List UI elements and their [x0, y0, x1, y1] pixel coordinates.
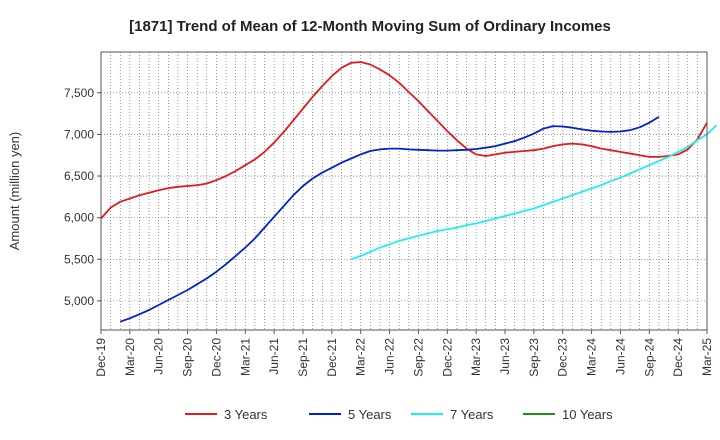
- x-tick-label: Dec-20: [209, 338, 223, 377]
- x-tick-label: Jun-21: [267, 338, 281, 375]
- legend-label: 3 Years: [224, 407, 268, 422]
- x-tick-label: Sep-23: [527, 338, 541, 377]
- x-tick-label: Dec-21: [325, 338, 339, 377]
- x-tick-label: Jun-22: [383, 338, 397, 375]
- series-lines: [100, 61, 718, 323]
- y-tick-label: 7,500: [64, 86, 94, 100]
- x-tick-label: Mar-24: [585, 338, 599, 376]
- legend-label: 7 Years: [450, 407, 494, 422]
- x-tick-label: Dec-23: [556, 338, 570, 377]
- grid: [101, 52, 707, 330]
- x-tick-label: Mar-20: [123, 338, 137, 376]
- y-tick-label: 5,500: [64, 252, 94, 266]
- chart-title: [1871] Trend of Mean of 12-Month Moving …: [129, 18, 611, 35]
- y-tick-label: 7,000: [64, 127, 94, 141]
- x-tick-label: Dec-24: [671, 338, 685, 377]
- y-axis-label: Amount (million yen): [7, 132, 22, 251]
- x-tick-label: Sep-22: [411, 338, 425, 377]
- legend-label: 5 Years: [348, 407, 392, 422]
- x-axis: Dec-19 Mar-20 Jun-20 Sep-20 Dec-20 Mar-21 Jun-…: [94, 330, 714, 377]
- plot-area-frame: [100, 51, 708, 331]
- x-tick-label: Mar-25: [700, 338, 714, 376]
- x-tick-label: Mar-22: [354, 338, 368, 376]
- series-line-5-years: [119, 116, 660, 323]
- x-tick-label: Jun-24: [613, 338, 627, 375]
- x-tick-label: Sep-24: [642, 338, 656, 377]
- x-tick-label: Sep-20: [181, 338, 195, 377]
- x-tick-label: Dec-22: [440, 338, 454, 377]
- x-tick-label: Mar-21: [238, 338, 252, 376]
- y-tick-label: 6,500: [64, 169, 94, 183]
- x-tick-label: Sep-21: [296, 338, 310, 377]
- y-axis: 5,000 5,500 6,000 6,500 7,000 7,500: [64, 86, 101, 308]
- x-tick-label: Jun-20: [152, 338, 166, 375]
- x-tick-label: Mar-23: [469, 338, 483, 376]
- x-tick-label: Jun-23: [498, 338, 512, 375]
- legend: 3 Years 5 Years 7 Years 10 Years: [185, 407, 613, 422]
- y-tick-label: 5,000: [64, 294, 94, 308]
- y-tick-label: 6,000: [64, 211, 94, 225]
- x-tick-label: Dec-19: [94, 338, 108, 377]
- series-line-7-years: [350, 124, 718, 261]
- legend-label: 10 Years: [562, 407, 613, 422]
- series-line-3-years: [100, 61, 708, 220]
